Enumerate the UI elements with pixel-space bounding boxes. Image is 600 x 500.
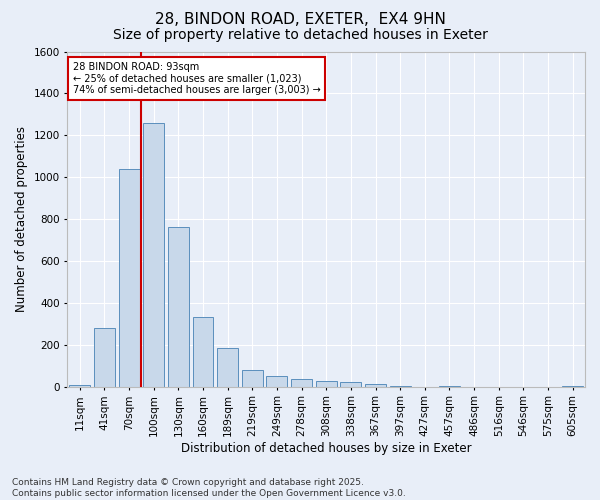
Text: Size of property relative to detached houses in Exeter: Size of property relative to detached ho… [113, 28, 487, 42]
Bar [119, 169, 140, 386]
Bar [69, 384, 90, 386]
Bar [291, 380, 312, 386]
Bar [266, 376, 287, 386]
Bar [143, 122, 164, 386]
Text: 28 BINDON ROAD: 93sqm
← 25% of detached houses are smaller (1,023)
74% of semi-d: 28 BINDON ROAD: 93sqm ← 25% of detached … [73, 62, 320, 95]
Bar [316, 382, 337, 386]
Bar [94, 328, 115, 386]
Bar [193, 316, 214, 386]
Y-axis label: Number of detached properties: Number of detached properties [15, 126, 28, 312]
Bar [242, 370, 263, 386]
Bar [217, 348, 238, 387]
X-axis label: Distribution of detached houses by size in Exeter: Distribution of detached houses by size … [181, 442, 472, 455]
Bar [340, 382, 361, 386]
Bar [365, 384, 386, 386]
Text: Contains HM Land Registry data © Crown copyright and database right 2025.
Contai: Contains HM Land Registry data © Crown c… [12, 478, 406, 498]
Bar [168, 228, 189, 386]
Text: 28, BINDON ROAD, EXETER,  EX4 9HN: 28, BINDON ROAD, EXETER, EX4 9HN [155, 12, 445, 28]
